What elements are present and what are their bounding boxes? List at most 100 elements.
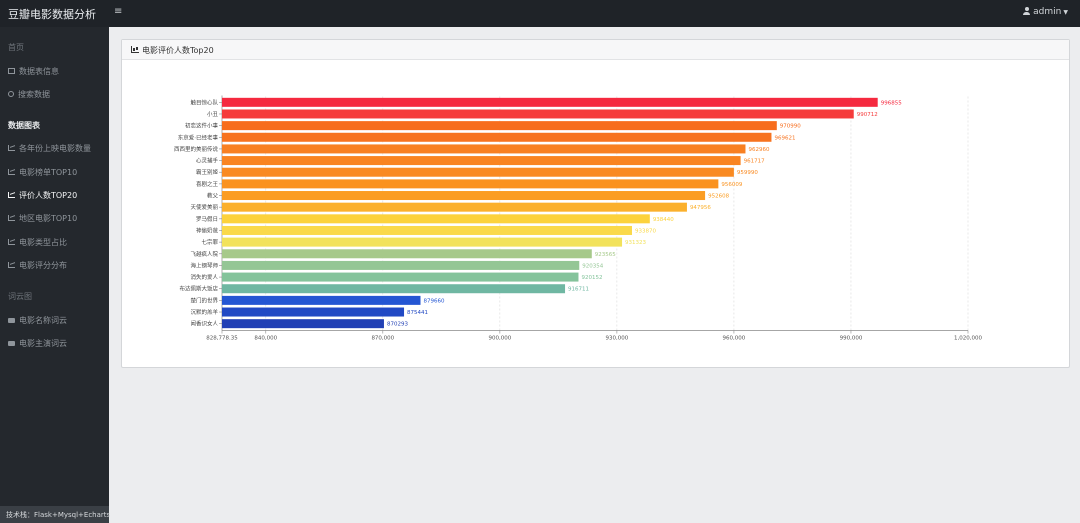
search-icon [8, 91, 14, 97]
x-tick-label: 828,778.35 [206, 336, 238, 342]
panel-title: 电影评价人数Top20 [142, 46, 214, 55]
data-label: 969621 [774, 135, 795, 141]
data-label: 996855 [881, 100, 902, 106]
x-tick-label: 870,000 [371, 336, 394, 342]
bar [222, 307, 405, 317]
sidebar-item-yearly-count[interactable]: 各年份上映电影数量 [8, 143, 91, 154]
sidebar-item-label: 电影类型占比 [19, 238, 67, 247]
sidebar-heading-home: 首页 [8, 43, 24, 52]
sidebar-item-label: 电影名称词云 [19, 316, 67, 325]
bar [222, 295, 421, 305]
sidebar-item-score-distribution[interactable]: 电影评分分布 [8, 260, 67, 271]
sidebar-item-search[interactable]: 搜索数据 [8, 89, 50, 100]
data-label: 990712 [857, 112, 878, 118]
bar [222, 97, 878, 107]
user-icon [1023, 7, 1031, 15]
bar [222, 237, 623, 247]
x-tick-label: 900,000 [488, 336, 511, 342]
bar [222, 260, 580, 270]
x-tick-label: 1,020,000 [954, 336, 982, 342]
bar [222, 225, 632, 235]
data-label: 956009 [721, 182, 742, 188]
data-label: 916711 [568, 287, 589, 293]
tech-stack-label: 技术栈：Flask+Mysql+Echarts [6, 511, 111, 519]
category-label: 初恋这件小事 [185, 122, 219, 130]
data-label: 962960 [748, 147, 769, 153]
sidebar-item-region-top10[interactable]: 地区电影TOP10 [8, 213, 77, 224]
category-label: 罗马假日 [196, 215, 218, 223]
category-label: 教父 [207, 192, 219, 200]
category-label: 西西里的美丽传说 [174, 145, 219, 153]
sidebar-footer: 技术栈：Flask+Mysql+Echarts [0, 506, 111, 523]
sidebar-item-top10[interactable]: 电影榜单TOP10 [8, 167, 77, 178]
data-label: 947956 [690, 205, 711, 211]
table-icon [8, 68, 15, 74]
category-label: 神偷奶爸 [196, 226, 219, 234]
chart-icon [8, 239, 15, 245]
sidebar-item-label: 电影榜单TOP10 [19, 168, 78, 177]
bar [222, 319, 384, 329]
sidebar-heading-charts: 数据图表 [8, 121, 40, 130]
bar-chart-icon [131, 46, 139, 53]
bar [222, 109, 854, 119]
category-label: 闻香识女人 [190, 320, 218, 328]
category-label: 天使爱美丽 [190, 203, 218, 211]
app-title[interactable]: 豆瓣电影数据分析 [8, 8, 96, 21]
chart-icon [8, 169, 15, 175]
sidebar: 首页 数据表信息 搜索数据 数据图表 各年份上映电影数量 电影榜单TOP10 评… [0, 27, 109, 523]
category-label: 布达佩斯大饭店 [179, 285, 218, 293]
category-label: 七宗罪 [201, 238, 218, 246]
bar [222, 249, 592, 259]
data-label: 920152 [581, 275, 602, 281]
data-label: 933870 [635, 228, 656, 234]
data-label: 961717 [744, 159, 765, 165]
data-label: 923565 [595, 252, 616, 258]
cloud-icon [8, 341, 15, 346]
sidebar-item-actor-wordcloud[interactable]: 电影主演词云 [8, 338, 67, 349]
sidebar-item-data-table[interactable]: 数据表信息 [8, 66, 59, 77]
sidebar-item-title-wordcloud[interactable]: 电影名称词云 [8, 315, 67, 326]
sidebar-heading-wordcloud: 词云图 [8, 292, 32, 301]
data-label: 970990 [780, 124, 801, 130]
x-tick-label: 990,000 [840, 336, 863, 342]
sidebar-item-label: 电影评分分布 [19, 261, 67, 270]
category-label: 小丑 [207, 110, 219, 118]
user-menu[interactable]: admin ▼ [1023, 7, 1068, 17]
sidebar-item-label: 数据表信息 [19, 67, 59, 76]
data-label: 879660 [424, 298, 445, 304]
chart-icon [8, 192, 15, 198]
category-label: 沉默的羔羊 [190, 308, 218, 316]
x-tick-label: 930,000 [606, 336, 629, 342]
bar [222, 202, 687, 212]
sidebar-item-label: 各年份上映电影数量 [19, 144, 91, 153]
caret-down-icon: ▼ [1063, 9, 1068, 16]
chart-icon [8, 145, 15, 151]
sidebar-item-genre-share[interactable]: 电影类型占比 [8, 237, 67, 248]
panel-header: 电影评价人数Top20 [122, 40, 1069, 60]
category-label: 东京爱·已经老事 [178, 133, 219, 141]
category-label: 心灵捕手 [196, 157, 219, 165]
category-label: 海上钢琴师 [190, 261, 218, 269]
bar [222, 156, 741, 166]
data-label: 870293 [387, 322, 408, 328]
data-label: 959990 [737, 170, 758, 176]
cloud-icon [8, 318, 15, 323]
chart-icon [8, 215, 15, 221]
sidebar-item-label: 地区电影TOP10 [19, 214, 78, 223]
bar [222, 132, 772, 142]
username: admin [1033, 7, 1062, 17]
data-label: 875441 [407, 310, 428, 316]
bar [222, 284, 566, 294]
sidebar-item-rating-top20[interactable]: 评价人数TOP20 [8, 190, 77, 201]
data-label: 938440 [653, 217, 674, 223]
category-label: 霸王别姬 [196, 168, 219, 176]
bar [222, 214, 650, 224]
category-label: 触目惊心队 [190, 98, 218, 106]
top-navbar: 豆瓣电影数据分析 ≡ admin ▼ [0, 0, 1080, 27]
sidebar-item-label: 搜索数据 [18, 90, 50, 99]
bar [222, 272, 579, 282]
data-label: 931323 [625, 240, 646, 246]
hamburger-icon[interactable]: ≡ [114, 6, 123, 17]
sidebar-item-label: 评价人数TOP20 [19, 191, 78, 200]
